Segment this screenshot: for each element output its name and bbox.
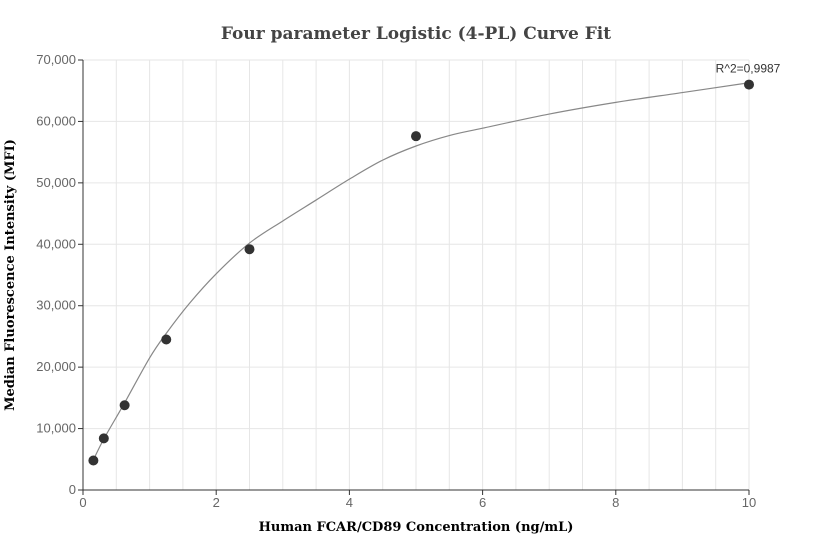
data-point — [744, 79, 754, 90]
fit-curve — [92, 82, 750, 461]
data-point — [161, 334, 172, 345]
data-points — [88, 79, 754, 466]
x-tick-label: 10 — [742, 495, 756, 510]
y-tick-label: 50,000 — [36, 175, 76, 190]
x-tick-label: 6 — [479, 495, 486, 510]
data-point — [411, 131, 421, 142]
x-tick-label: 0 — [79, 495, 86, 510]
axes — [78, 59, 750, 495]
x-tick-label: 8 — [612, 495, 619, 510]
x-tick-label: 4 — [346, 495, 353, 510]
data-point — [244, 244, 255, 255]
y-tick-label: 0 — [69, 482, 76, 497]
y-tick-label: 70,000 — [36, 52, 76, 67]
data-point — [88, 455, 99, 466]
grid — [82, 59, 750, 491]
data-point — [98, 433, 109, 444]
y-tick-label: 60,000 — [36, 113, 76, 128]
chart-title: Four parameter Logistic (4-PL) Curve Fit — [221, 24, 611, 44]
y-tick-label: 20,000 — [36, 359, 76, 374]
y-tick-label: 40,000 — [36, 236, 76, 251]
y-tick-label: 10,000 — [36, 421, 76, 436]
y-axis-title: Median Fluorescence Intensity (MFI) — [3, 139, 18, 411]
x-axis-title: Human FCAR/CD89 Concentration (ng/mL) — [259, 520, 574, 535]
data-point — [119, 400, 130, 411]
tick-labels: 0 2 4 6 8 10 0 10,000 20,000 30,000 40,000 50,000 60… — [36, 52, 756, 510]
x-tick-label: 2 — [213, 495, 220, 510]
y-tick-label: 30,000 — [36, 298, 76, 313]
r-squared-annotation: R^2=0,9987 — [716, 62, 781, 76]
